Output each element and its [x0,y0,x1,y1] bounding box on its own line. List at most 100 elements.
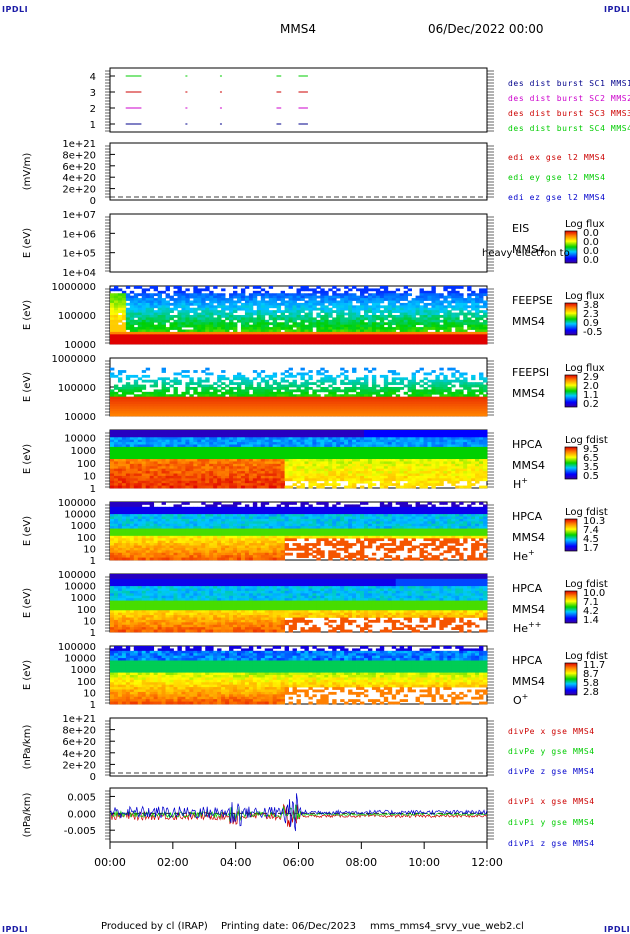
spectrogram-cell [252,473,258,477]
spectrogram-cell [288,307,293,311]
spectrogram-cell [201,322,206,326]
spectrogram-cell [300,403,305,407]
spectrogram-cell [177,451,182,455]
spectrogram-cell [110,391,115,395]
spectrogram-cell [483,408,488,412]
spectrogram-cell [189,394,194,398]
spectrogram-cell [121,302,127,306]
spectrogram-cell [320,305,325,309]
spectrogram-cell [324,377,329,381]
spectrogram-cell [181,307,186,311]
spectrogram-cell [292,451,297,455]
spectrogram-cell [276,478,282,482]
spectrogram-cell [411,329,416,333]
spectrogram-cell [479,406,484,410]
spectrogram-cell [185,302,190,306]
spectrogram-cell [344,334,349,338]
spectrogram-cell [221,293,226,297]
spectrogram-cell [225,389,230,393]
spectrogram-cell [467,396,472,400]
spectrogram-cell [296,394,301,398]
spectrogram-cell [304,312,309,316]
spectrogram-cell [419,310,424,313]
spectrogram-cell [201,463,206,467]
spectrogram-cell [244,413,250,417]
spectrogram-cell [367,401,373,405]
spectrogram-cell [296,329,301,333]
spectrogram-cell [332,379,337,383]
legend-entry: edi ez gse l2 MMS4 [508,193,606,202]
spectrogram-cell [141,327,147,330]
spectrogram-cell [475,403,480,407]
spectrogram-cell [133,442,139,445]
spectrogram-cell [240,382,246,385]
spectrogram-cell [161,377,166,381]
spectrogram-cell [340,327,345,330]
spectrogram-cell [427,293,432,297]
spectrogram-cell [467,295,472,299]
spectrogram-cell [233,408,238,412]
spectrogram-cell [165,382,170,385]
spectrogram-cell [272,300,278,304]
spectrogram-cell [431,413,436,417]
spectrogram-cell [387,341,393,345]
spectrogram-cell [371,374,377,378]
spectrogram-cell [177,466,182,470]
spectrogram-cell [288,298,293,301]
spectrogram-cell [463,317,468,321]
spectrogram-cell [145,322,151,326]
spectrogram-cell [205,293,210,297]
spectrogram-cell [117,456,123,460]
spectrogram-cell [233,387,238,390]
spectrogram-cell [240,334,246,338]
spectrogram-cell [221,387,226,390]
spectrogram-cell [276,430,282,433]
spectrogram-cell [173,432,178,436]
spectrogram-cell [264,331,270,335]
spectrogram-cell [304,399,309,402]
spectrogram-cell [197,485,202,489]
spectrogram-cell [451,295,456,299]
spectrogram-cell [129,327,135,330]
spectrogram-cell [189,478,194,482]
spectrogram-cell [229,475,234,479]
spectrogram-cell [145,307,151,311]
spectrogram-cell [205,408,210,412]
spectrogram-cell [324,403,329,407]
spectrogram-cell [145,475,151,479]
spectrogram-cell [240,396,246,400]
spectrogram-cell [304,317,309,321]
spectrogram-cell [252,377,258,381]
spectrogram-cell [411,319,416,323]
spectrogram-cell [288,478,293,482]
spectrogram-cell [363,290,369,294]
spectrogram-cell [161,317,166,321]
spectrogram-cell [181,466,186,470]
spectrogram-cell [133,437,139,441]
spectrogram-cell [264,336,270,340]
spectrogram-cell [391,331,397,335]
spectrogram-cell [256,286,262,289]
spectrogram-cell [125,286,131,289]
spectrogram-cell [260,411,266,414]
spectrogram-cell [225,336,230,340]
spectrogram-cell [383,396,389,400]
spectrogram-cell [292,394,297,398]
spectrogram-cell [272,295,278,299]
spectrogram-cell [479,372,484,376]
spectrogram-cell [169,432,174,436]
spectrogram-cell [181,341,186,345]
spectrogram-cell [272,374,278,378]
spectrogram-cell [189,461,194,465]
spectrogram-cell [248,293,254,297]
spectrogram-cell [117,449,123,453]
spectrogram-cell [233,324,238,328]
spectrogram-cell [276,295,282,299]
spectrogram-cell [316,434,321,438]
spectrogram-cell [463,339,468,342]
spectrogram-cell [475,295,480,299]
spectrogram-cell [264,451,270,455]
spectrogram-cell [153,391,159,395]
spectrogram-cell [479,295,484,299]
spectrogram-cell [379,293,385,297]
